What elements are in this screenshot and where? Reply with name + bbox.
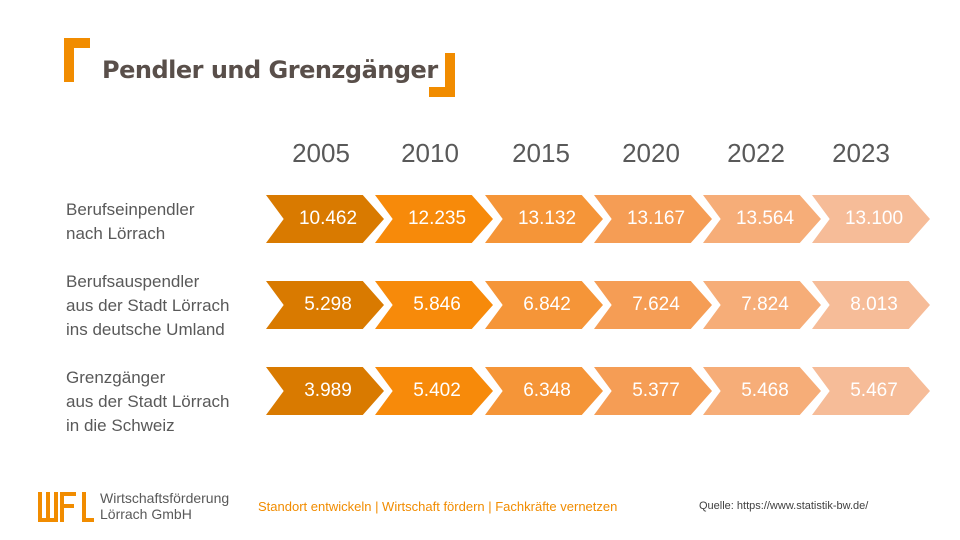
value-chevron: 13.132 [485,195,603,243]
year-header: 2022 [727,138,785,168]
value-chevron: 5.298 [266,281,384,329]
value-chevron: 7.624 [594,281,712,329]
value-chevron: 12.235 [375,195,493,243]
value-chevron: 5.846 [375,281,493,329]
value-chevron: 5.402 [375,367,493,415]
row-label: Berufsauspendler aus der Stadt Lörrach i… [66,272,230,339]
wfl-logo [38,492,94,522]
value-chevron: 5.377 [594,367,712,415]
bracket-bottom-right [445,53,455,97]
year-header: 2005 [292,138,350,168]
source-note: Quelle: https://www.statistik-bw.de/ [699,500,869,512]
year-header: 2020 [622,138,680,168]
value-chevron: 7.824 [703,281,821,329]
bracket-top-left [64,38,74,82]
slogan: Standort entwickeln | Wirtschaft fördern… [258,499,618,514]
value-chevron: 13.100 [812,195,930,243]
row-label: Berufseinpendler nach Lörrach [66,200,195,243]
value-chevron: 6.842 [485,281,603,329]
year-header: 2023 [832,138,890,168]
page-title: Pendler und Grenzgänger [102,56,438,84]
value-chevron: 10.462 [266,195,384,243]
value-chevron: 5.468 [703,367,821,415]
bracket-top-left [64,38,90,48]
bracket-bottom-right [429,87,455,97]
value-chevron: 13.564 [703,195,821,243]
value-chevron: 6.348 [485,367,603,415]
value-chevron: 8.013 [812,281,930,329]
row-label: Grenzgänger aus der Stadt Lörrach in die… [66,368,230,435]
year-header: 2015 [512,138,570,168]
company-name: Wirtschaftsförderung Lörrach GmbH [100,490,230,522]
year-header: 2010 [401,138,459,168]
value-chevron: 3.989 [266,367,384,415]
value-chevron: 13.167 [594,195,712,243]
value-chevron: 5.467 [812,367,930,415]
